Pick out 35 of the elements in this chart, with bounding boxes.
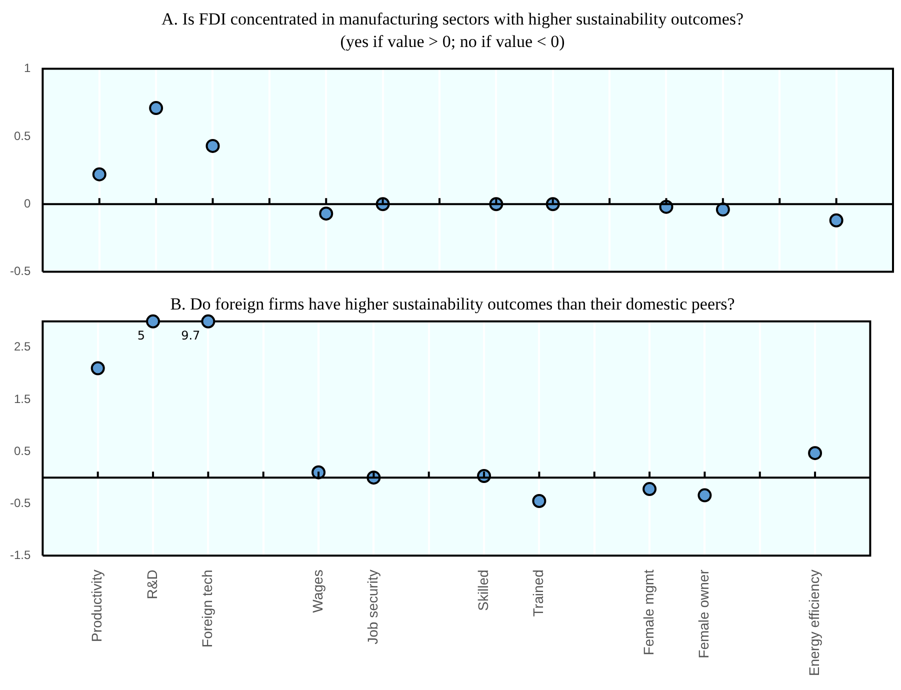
annotation: 5 [137, 328, 146, 343]
point [642, 482, 657, 496]
y-tick-label: 0.5 [14, 128, 31, 143]
point [829, 213, 844, 228]
x-tick-label: Female mgmt [640, 570, 656, 656]
point [90, 361, 105, 376]
point [532, 494, 546, 508]
x-tick-label: Productivity [88, 570, 105, 642]
chart-subtitle: (yes if value > 0; no if value < 0) [340, 32, 565, 52]
point [808, 446, 822, 460]
x-tick-label: Energy efficiency [806, 570, 822, 676]
point [319, 206, 334, 221]
x-tick-label: R&D [144, 570, 160, 600]
x-tick-label: Trained [530, 570, 546, 617]
x-tick-label: Skilled [474, 570, 491, 611]
x-tick-label: Wages [309, 570, 326, 613]
x-tick-label: Foreign tech [199, 570, 216, 648]
x-tick-label: Job security [364, 570, 381, 644]
annotation: 9.7 [181, 328, 200, 343]
point [149, 101, 164, 116]
point [698, 488, 712, 502]
y-tick-label: -0.5 [10, 264, 31, 278]
y-tick-label: 0.5 [14, 444, 31, 458]
point [92, 167, 106, 182]
point [206, 138, 220, 153]
y-tick-label: 1 [24, 61, 31, 76]
y-tick-label: 0 [24, 196, 31, 210]
chart-title: B. Do foreign firms have higher sustainability outcomes than their domestic peers? [170, 294, 735, 314]
y-tick-label: -0.5 [10, 496, 31, 510]
y-tick-label: 1.5 [14, 392, 31, 406]
chart-title: A. Is FDI concentrated in manufacturing sectors with higher sustainability outcomes? [161, 10, 744, 29]
y-tick-label: 2.5 [14, 340, 31, 354]
point [716, 202, 730, 217]
y-tick-label: -1.5 [10, 548, 31, 562]
x-tick-label: Female owner [696, 569, 712, 658]
